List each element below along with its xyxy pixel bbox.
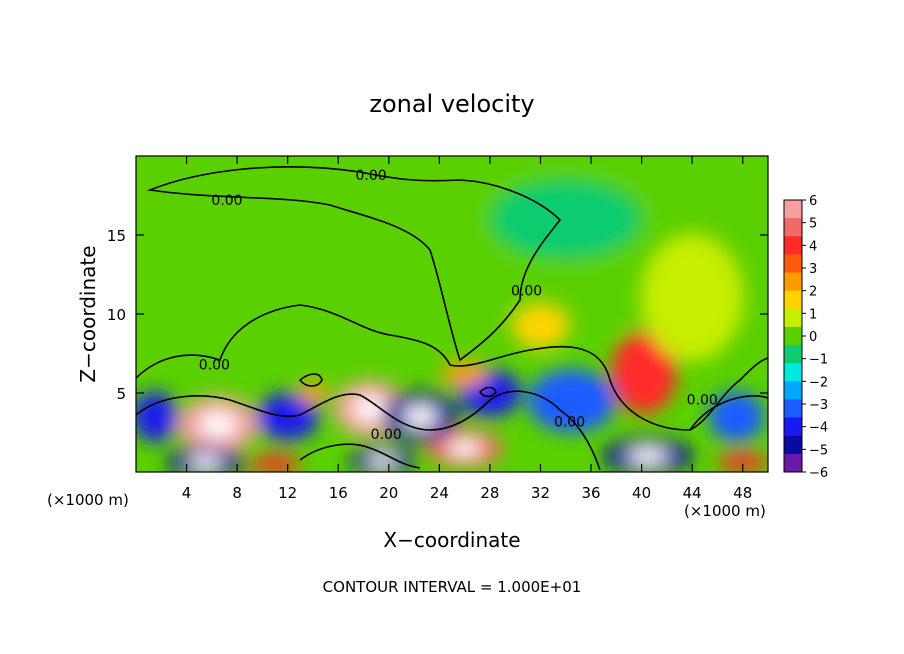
x-tick-label: 4 — [182, 484, 192, 502]
field-feature — [441, 361, 488, 387]
field-feature — [297, 381, 329, 405]
y-tick-label: 5 — [116, 385, 126, 403]
colorbar-tick-label: −3 — [809, 398, 828, 413]
x-tick-label: 36 — [581, 484, 600, 502]
contour-label: 0.00 — [687, 392, 718, 408]
x-tick-label: 32 — [531, 484, 550, 502]
field-feature-core — [403, 405, 438, 429]
field-feature — [527, 369, 617, 433]
contour-label: 0.00 — [199, 358, 230, 374]
field-feature-core — [188, 455, 223, 470]
x-tick-label: 24 — [430, 484, 449, 502]
y-tick-label: 15 — [107, 227, 126, 245]
y-tick-label: 10 — [107, 306, 126, 324]
colorbar-swatch — [784, 453, 802, 473]
x-unit-left: (×1000 m) — [47, 491, 129, 509]
colorbar-tick-label: 2 — [809, 285, 817, 300]
colorbar-tick-label: 4 — [809, 239, 817, 254]
contour-line — [298, 373, 323, 387]
contour-label: 0.00 — [511, 283, 542, 299]
field-feature-core — [353, 396, 386, 422]
colorbar-swatch — [784, 326, 802, 346]
x-axis-label: X−coordinate — [383, 528, 520, 552]
contour-label: 0.00 — [371, 427, 402, 443]
colorbar-swatch — [784, 417, 802, 437]
colorbar-swatch — [784, 308, 802, 328]
field-feature — [136, 391, 178, 442]
contour-label: 0.00 — [356, 168, 387, 184]
colorbar-tick-label: 3 — [809, 262, 817, 277]
field-feature — [489, 179, 642, 259]
x-tick-label: 20 — [379, 484, 398, 502]
y-axis-label: Z−coordinate — [76, 245, 100, 382]
x-tick-label: 16 — [329, 484, 348, 502]
contour-line — [478, 386, 497, 398]
contour-interval-note: CONTOUR INTERVAL = 1.000E+01 — [323, 578, 582, 596]
colorbar-tick-label: 1 — [809, 307, 817, 322]
colorbar-swatch — [784, 200, 802, 219]
x-tick-label: 40 — [632, 484, 651, 502]
x-unit-right: (×1000 m) — [684, 502, 766, 520]
colorbar-swatch — [784, 236, 802, 255]
contour-labels: 0.00 0.00 0.00 0.00 0.00 0.00 0.00 — [199, 168, 718, 443]
field-feature — [641, 235, 743, 362]
colorbar-tick-label: 6 — [809, 194, 817, 209]
field-feature-core — [447, 439, 482, 457]
colorbar-tick-label: −4 — [809, 421, 828, 436]
x-tick-label: 44 — [683, 484, 702, 502]
colorbar-swatch — [784, 399, 802, 419]
colorbar-tick-label: −2 — [809, 375, 828, 390]
contour-line — [299, 443, 421, 469]
velocity-field — [136, 156, 768, 472]
colorbar-tick-label: 0 — [809, 330, 817, 345]
colorbar-swatch — [784, 435, 802, 455]
contour-line — [689, 395, 768, 431]
x-tick-label: 28 — [480, 484, 499, 502]
contour-label: 0.00 — [211, 193, 242, 209]
field-feature — [249, 454, 301, 472]
x-tick-label: 48 — [733, 484, 752, 502]
colorbar-swatch — [784, 272, 802, 292]
field-feature — [611, 331, 677, 414]
colorbar-swatch — [784, 345, 802, 364]
colorbar-swatch — [784, 254, 802, 274]
field-feature-core — [628, 447, 668, 465]
colorbar-tick-label: −6 — [809, 466, 828, 481]
colorbar-swatch — [784, 218, 802, 237]
zero-contours — [136, 166, 768, 471]
field-feature — [512, 304, 569, 349]
field-feature — [708, 391, 765, 442]
colorbar-tick-label: −5 — [809, 443, 828, 458]
colorbar-swatch — [784, 290, 802, 310]
field-feature-core — [199, 411, 237, 438]
field-feature-core — [368, 453, 397, 469]
colorbar-swatch — [784, 363, 802, 382]
x-axis-ticks: 4 8 12 16 20 24 28 32 36 40 44 48 — [182, 156, 752, 502]
colorbar-tick-label: 5 — [809, 217, 817, 232]
y-axis-ticks: 5 10 15 — [107, 227, 768, 403]
contour-label: 0.00 — [554, 414, 585, 430]
colorbar: 6 5 4 3 2 1 0 −1 −2 −3 −4 −5 −6 — [783, 194, 828, 481]
colorbar-swatch — [784, 381, 802, 400]
contour-line — [136, 390, 601, 471]
x-tick-label: 8 — [232, 484, 242, 502]
plot-area: 0.00 0.00 0.00 0.00 0.00 0.00 0.00 — [135, 155, 769, 473]
colorbar-tick-label: −1 — [809, 353, 828, 368]
contour-line — [136, 304, 768, 431]
x-tick-label: 12 — [278, 484, 297, 502]
field-feature — [717, 453, 768, 472]
contour-line — [146, 166, 562, 362]
chart-title: zonal velocity — [369, 90, 534, 118]
